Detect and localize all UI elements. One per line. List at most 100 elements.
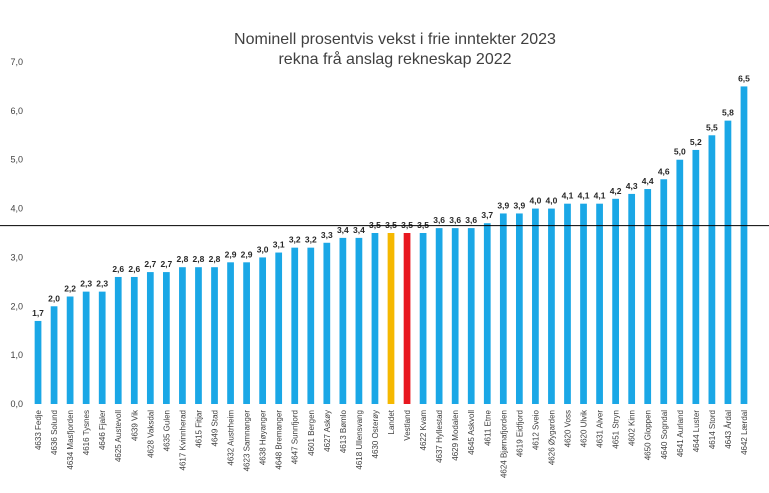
data-label: 3,9 (513, 200, 525, 210)
x-tick-label: 4640 Sogndal (660, 410, 669, 460)
bar (323, 242, 331, 404)
chart-title: Nominell prosentvis vekst i frie inntekt… (234, 31, 556, 48)
y-tick-label: 3,0 (10, 252, 23, 262)
data-label: 5,5 (706, 122, 718, 132)
data-labels-group: 1,7 2,0 2,2 2,3 2,3 2,6 2,6 2,7 2,7 2,8 2,8 2,8 2,9 2… (32, 73, 750, 318)
data-label: 3,5 (369, 220, 381, 230)
x-tick-label: 4616 Tysnes (82, 410, 91, 455)
x-tick-label: 4627 Askøy (323, 410, 332, 452)
x-tick-label: 4650 Gloppen (644, 410, 653, 460)
bar (451, 228, 459, 404)
bar (660, 179, 668, 404)
data-label: 2,7 (160, 259, 172, 269)
y-tick-label: 6,0 (10, 106, 23, 116)
x-tick-label: 4619 Eidfjord (515, 410, 524, 457)
x-tick-label: 4646 Fjaler (98, 410, 107, 450)
x-tick-label: 4638 Høyanger (259, 410, 268, 465)
bar (275, 252, 283, 404)
chart-subtitle: rekna frå anslag rekneskap 2022 (278, 50, 511, 68)
bar (291, 247, 299, 404)
data-label: 2,3 (96, 279, 108, 289)
data-label: 2,6 (128, 264, 140, 274)
data-label: 3,5 (417, 220, 429, 230)
x-tick-label: 4625 Austevoll (114, 410, 123, 462)
bar (708, 135, 716, 405)
bar (227, 262, 234, 404)
x-tick-label: 4632 Austrheim (227, 410, 236, 466)
data-label: 1,7 (32, 308, 44, 318)
data-label: 6,5 (738, 73, 750, 83)
x-tick-label: 4635 Gulen (162, 410, 171, 451)
bar (596, 203, 603, 404)
x-tick-label: 4615 Fitjar (194, 410, 203, 448)
x-tick-label: 4601 Bergen (307, 410, 316, 456)
data-label: 3,2 (289, 235, 301, 245)
bar (50, 306, 58, 404)
x-tick-label: 4644 Luster (692, 410, 701, 453)
x-tick-label: 4631 Alver (596, 410, 605, 448)
x-tick-label: 4614 Stord (708, 410, 717, 449)
bar (259, 257, 267, 404)
data-label: 2,6 (112, 264, 124, 274)
bar (34, 320, 42, 404)
data-label: 3,7 (481, 210, 493, 220)
y-tick-label: 2,0 (10, 301, 23, 311)
bar (483, 223, 491, 404)
bar (403, 233, 411, 404)
data-label: 3,6 (465, 215, 477, 225)
data-label: 2,2 (64, 284, 76, 294)
bar (339, 237, 347, 404)
data-label: 4,4 (642, 176, 654, 186)
data-label: 3,5 (401, 220, 413, 230)
data-label: 4,0 (529, 196, 541, 206)
bar (515, 213, 523, 404)
data-label: 4,6 (658, 166, 670, 176)
x-tick-label: 4648 Bremanger (275, 410, 284, 470)
y-tick-label: 7,0 (10, 57, 23, 67)
data-label: 2,7 (144, 259, 156, 269)
data-label: 2,3 (80, 279, 92, 289)
bar (307, 247, 315, 404)
bar (195, 267, 202, 404)
bar (532, 208, 539, 404)
bar (499, 213, 507, 404)
bar (371, 233, 379, 404)
data-label: 2,8 (177, 254, 189, 264)
x-tick-label: 4642 Lærdal (740, 410, 749, 455)
data-label: 4,1 (578, 191, 590, 201)
bar (467, 228, 475, 404)
x-tick-label: Vestland (403, 410, 412, 441)
bar (211, 267, 218, 404)
bar (580, 203, 587, 404)
x-tick-label: 4620 Voss (563, 410, 572, 447)
data-label: 4,3 (626, 181, 638, 191)
data-label: 3,3 (321, 230, 333, 240)
x-tick-label: 4636 Solund (50, 410, 59, 455)
data-label: 3,0 (257, 244, 269, 254)
data-label: 4,1 (594, 191, 606, 201)
bar (628, 193, 636, 404)
x-tick-label: Landet (387, 409, 396, 434)
data-label: 3,4 (353, 225, 365, 235)
data-label: 2,8 (209, 254, 221, 264)
bar (435, 228, 443, 404)
x-tick-label: 4628 Vaksdal (146, 410, 155, 458)
bar (612, 198, 619, 404)
bars-group (34, 86, 748, 405)
x-tick-label: 4602 Kinn (628, 410, 637, 446)
x-tick-label: 4647 Sunnfjord (291, 410, 300, 464)
bar (355, 237, 363, 404)
bar (644, 189, 652, 404)
data-label: 5,8 (722, 108, 734, 118)
data-label: 5,0 (674, 147, 686, 157)
data-label: 2,9 (241, 249, 253, 259)
x-tick-label: 4624 Bjørnafjorden (499, 410, 508, 478)
x-tick-label: 4612 Sveio (531, 409, 540, 450)
x-tick-label: 4629 Modalen (451, 410, 460, 461)
bar (676, 159, 684, 404)
bar (130, 276, 138, 404)
x-tick-label: 4637 Hyllestad (435, 410, 444, 463)
x-tick-label: 4645 Askvoll (467, 410, 476, 455)
x-axis: 4633 Fedje 4636 Solund 4634 Masfjorden 4616… (34, 409, 749, 478)
